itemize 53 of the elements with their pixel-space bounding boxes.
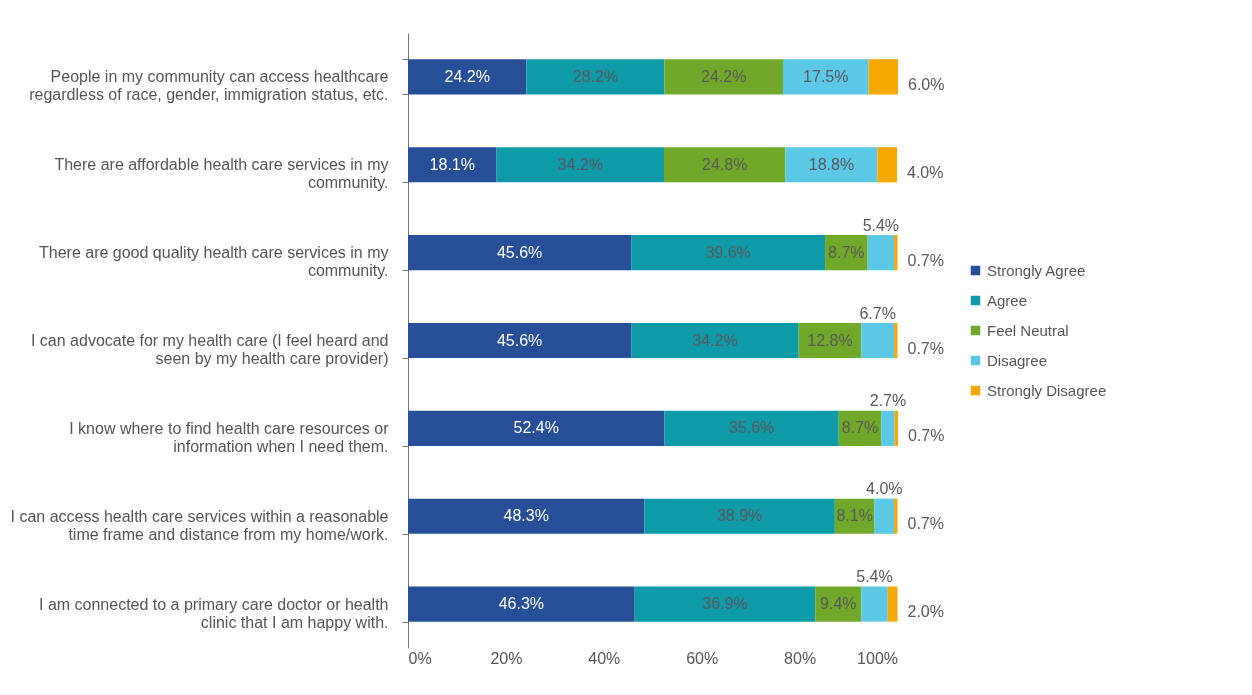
data-label: 5.4% <box>856 568 893 586</box>
data-label: 6.0% <box>908 75 945 93</box>
data-label: 48.3% <box>503 507 549 525</box>
data-label: 4.0% <box>907 163 944 181</box>
legend-label: Disagree <box>987 351 1048 369</box>
y-tick-label: I can advocate for my health care (I feel heard and seen by my health care provider) <box>30 332 389 367</box>
data-label: 24.2% <box>444 67 490 85</box>
data-label: 8.7% <box>841 419 879 437</box>
data-label: 18.8% <box>808 155 855 173</box>
data-label: 5.4% <box>862 216 900 234</box>
data-label: 2.0% <box>907 603 944 621</box>
legend-label: Agree <box>987 291 1028 309</box>
data-label: 8.7% <box>828 243 865 261</box>
data-label: 45.6% <box>496 243 543 261</box>
y-tick-label: There are affordable health care services in my community. <box>54 156 389 192</box>
data-label: 34.2% <box>557 155 603 173</box>
data-label: 0.7% <box>907 515 944 533</box>
data-label: 2.7% <box>869 392 907 410</box>
legend-label: Strongly Agree <box>987 261 1086 279</box>
data-label: 12.8% <box>807 331 853 349</box>
data-label: 17.5% <box>803 67 849 85</box>
data-label: 0.7% <box>907 251 944 269</box>
data-label: 34.2% <box>692 331 738 349</box>
x-tick-label: 60% <box>686 649 719 667</box>
data-label: 45.6% <box>496 331 543 349</box>
data-label: 24.8% <box>702 155 748 173</box>
legend-label: Feel Neutral <box>987 321 1069 339</box>
y-tick-label: I am connected to a primary care doctor or health clinic that I am happy with. <box>38 595 389 631</box>
data-label: 28.2% <box>572 67 619 85</box>
x-tick-label: 0% <box>408 649 432 667</box>
data-label: 18.1% <box>429 155 475 173</box>
data-label: 9.4% <box>820 595 857 613</box>
x-tick-label: 40% <box>588 649 621 667</box>
y-tick-label: There are good quality health care services in my community. <box>38 244 389 280</box>
data-label: 38.9% <box>716 507 763 525</box>
data-label: 46.3% <box>498 595 545 613</box>
y-tick-label: People in my community can access healthcare regardless of race, gender, immigration status, etc. <box>29 68 389 104</box>
data-label: 39.6% <box>705 243 751 261</box>
data-label: 36.9% <box>702 595 748 613</box>
y-tick-label: I know where to find health care resources or information when I need them. <box>69 419 390 455</box>
data-label: 6.7% <box>859 304 896 322</box>
x-tick-label: 100% <box>857 649 899 667</box>
x-tick-label: 20% <box>490 649 523 667</box>
legend-label: Strongly Disagree <box>987 381 1107 399</box>
data-label: 8.1% <box>836 507 873 525</box>
data-label: 24.2% <box>701 67 747 85</box>
data-label: 0.7% <box>908 427 945 445</box>
y-tick-label: I can access health care services within a reasonable time frame and distance from my home/work. <box>10 507 389 543</box>
data-label: 52.4% <box>513 419 559 437</box>
x-tick-label: 80% <box>784 649 817 667</box>
data-label: 35.6% <box>728 419 775 437</box>
data-label: 4.0% <box>866 480 903 498</box>
data-label: 0.7% <box>907 339 944 357</box>
